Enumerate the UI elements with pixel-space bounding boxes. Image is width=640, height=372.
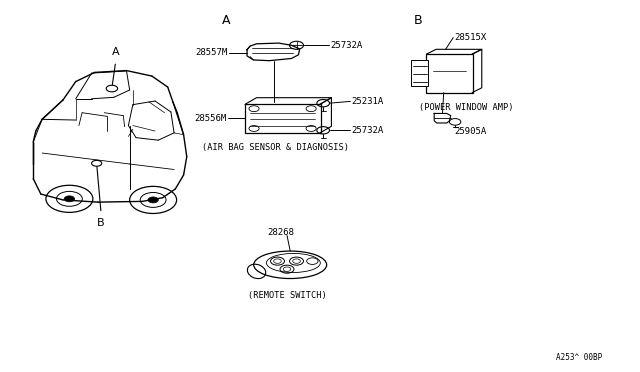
Text: (REMOTE SWITCH): (REMOTE SWITCH): [248, 291, 326, 301]
Text: 28556M: 28556M: [195, 114, 227, 123]
Text: B: B: [414, 14, 422, 27]
Text: 25231A: 25231A: [352, 97, 384, 106]
Text: A: A: [221, 14, 230, 27]
Text: A253^ 00BP: A253^ 00BP: [556, 353, 602, 362]
Text: A: A: [112, 46, 120, 57]
Circle shape: [148, 197, 158, 203]
Text: (AIR BAG SENSOR & DIAGNOSIS): (AIR BAG SENSOR & DIAGNOSIS): [202, 143, 349, 153]
Text: 28268: 28268: [268, 228, 294, 237]
Text: 25905A: 25905A: [454, 127, 487, 137]
Text: 28557M: 28557M: [195, 48, 227, 57]
Circle shape: [64, 196, 74, 202]
FancyBboxPatch shape: [411, 60, 429, 86]
Text: B: B: [97, 218, 105, 228]
Text: (POWER WINDOW AMP): (POWER WINDOW AMP): [419, 103, 513, 112]
Text: 28515X: 28515X: [454, 33, 487, 42]
Text: 25732A: 25732A: [352, 126, 384, 135]
FancyBboxPatch shape: [244, 104, 321, 133]
FancyBboxPatch shape: [426, 54, 473, 93]
Text: 25732A: 25732A: [330, 41, 362, 50]
